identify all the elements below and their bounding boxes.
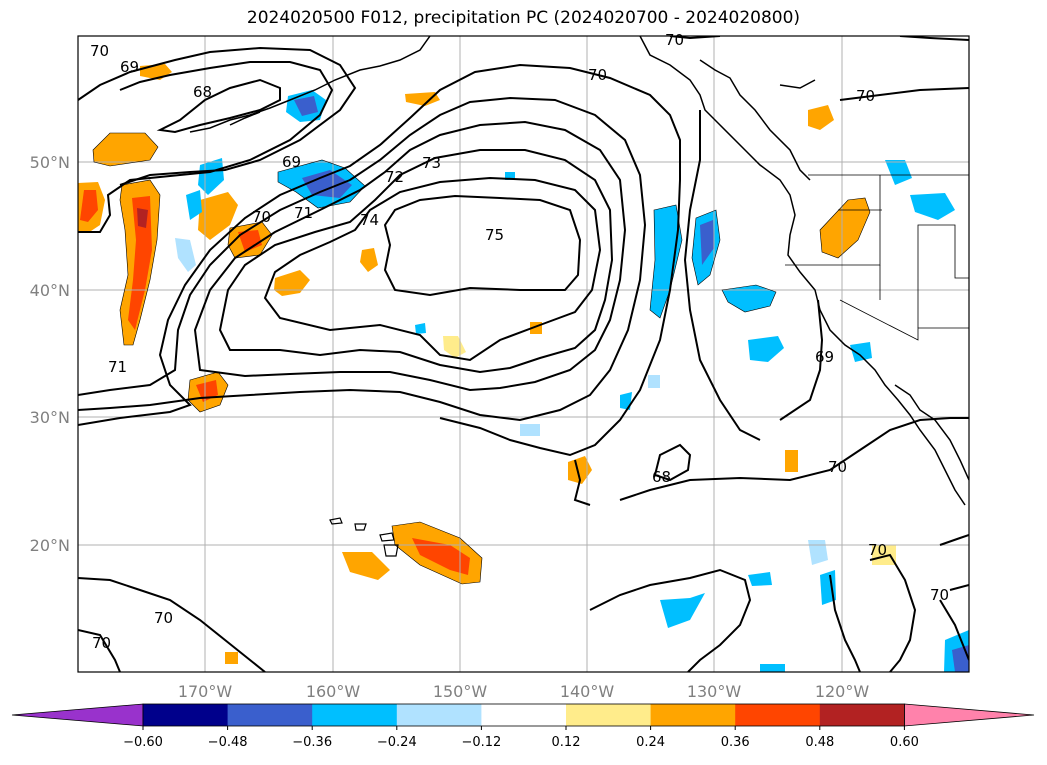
lon-label: 130°W: [687, 682, 742, 701]
negative-patch: [520, 424, 540, 436]
positive-patch: [872, 545, 896, 565]
negative-patch: [722, 285, 776, 312]
map-frame-background: [78, 36, 969, 672]
contour-label: 71: [108, 358, 127, 376]
lat-label: 50°N: [30, 153, 70, 172]
negative-patch: [885, 160, 912, 185]
positive-patch: [808, 105, 834, 130]
colorbar-segment: [227, 704, 313, 726]
longitude-labels: 170°W 160°W 150°W 140°W 130°W 120°W: [178, 682, 870, 701]
colorbar-tick-label: −0.24: [377, 735, 417, 750]
latitude-labels: 50°N 40°N 30°N 20°N: [30, 153, 70, 555]
contour-lines: [78, 36, 969, 672]
positive-patch: [360, 248, 378, 272]
negative-patch: [648, 375, 660, 388]
colorbar-extend-high: [904, 703, 1035, 727]
lat-label: 40°N: [30, 281, 70, 300]
negative-patch: [620, 392, 632, 410]
contour-label: 68: [193, 83, 212, 101]
negative-patch: [748, 572, 772, 586]
positive-patch: [405, 92, 440, 106]
negative-patch: [186, 190, 202, 220]
positive-patch: [225, 652, 238, 664]
negative-patch: [850, 342, 872, 362]
contour-label: 70: [90, 42, 109, 60]
lat-label: 30°N: [30, 408, 70, 427]
contour-label: 74: [360, 211, 379, 229]
contour-label: 73: [422, 154, 441, 172]
colorbar-segment: [481, 704, 567, 726]
contour-label: 70: [856, 87, 875, 105]
colorbar-segment: [650, 704, 736, 726]
positive-patch: [412, 538, 470, 575]
colorbar-tick-label: 0.60: [890, 735, 919, 750]
positive-patch: [568, 456, 592, 484]
contour-label: 70: [828, 458, 847, 476]
lon-label: 120°W: [815, 682, 870, 701]
negative-patch: [175, 238, 196, 272]
positive-patch: [128, 196, 152, 330]
negative-patch: [748, 336, 784, 362]
contour-label: 69: [282, 153, 301, 171]
positive-patch: [238, 230, 262, 252]
contour-label: 69: [120, 58, 139, 76]
negative-patch: [820, 570, 836, 605]
colorbar-segment: [312, 704, 398, 726]
colorbar-tick-label: −0.48: [208, 735, 248, 750]
colorbar-tick-label: 0.48: [805, 735, 834, 750]
contour-label: 72: [385, 168, 404, 186]
negative-patch: [700, 220, 714, 265]
positive-patch: [80, 190, 98, 222]
colorbar-segment: [819, 704, 905, 726]
colorbar-segment: [566, 704, 652, 726]
positive-patch: [198, 192, 238, 240]
negative-patch: [415, 323, 426, 334]
lon-label: 150°W: [433, 682, 488, 701]
contour-label: 70: [154, 609, 173, 627]
contour-label: 70: [930, 586, 949, 604]
positive-patch: [137, 208, 148, 228]
colorbar-tick-label: 0.12: [552, 735, 581, 750]
contour-label: 68: [652, 468, 671, 486]
colorbar-ticks: −0.60 −0.48 −0.36 −0.24 −0.12 0.12 0.24 0.36 0.4…: [123, 726, 919, 750]
colorbar-segment: [735, 704, 821, 726]
contour-label: 71: [294, 204, 313, 222]
lon-label: 160°W: [306, 682, 361, 701]
colorbar-extend-low: [11, 703, 144, 727]
negative-patch: [660, 593, 705, 628]
contour-labels: 70 69 68 69 70 71 72 73 74 75 70 70 68 7…: [90, 31, 949, 652]
positive-patch: [93, 133, 158, 166]
colorbar-segment: [143, 704, 229, 726]
contour-label: 75: [485, 226, 504, 244]
lat-label: 20°N: [30, 536, 70, 555]
colorbar-tick-label: 0.24: [636, 735, 665, 750]
colorbar-tick-label: −0.12: [461, 735, 501, 750]
lon-label: 140°W: [560, 682, 615, 701]
colorbar-tick-label: −0.36: [292, 735, 332, 750]
colorbar-tick-label: 0.36: [721, 735, 750, 750]
contour-label: 70: [92, 634, 111, 652]
positive-patch: [820, 198, 870, 258]
colorbar-tick-label: −0.60: [123, 735, 163, 750]
map-frame: [77, 35, 970, 673]
contour-label: 70: [252, 208, 271, 226]
positive-patch: [342, 552, 390, 580]
negative-patch: [302, 170, 352, 198]
contour-label: 69: [815, 348, 834, 366]
colorbar-segment: [396, 704, 482, 726]
negative-patch: [808, 540, 828, 565]
positive-patch: [785, 450, 798, 472]
political-borders: [785, 174, 969, 341]
colorbar-outline: [142, 703, 905, 727]
contour-label: 70: [868, 541, 887, 559]
lon-label: 170°W: [178, 682, 233, 701]
colorbar: [11, 703, 1035, 727]
negative-patch: [760, 664, 785, 672]
contour-label: 70: [665, 31, 684, 49]
negative-patch: [294, 96, 318, 116]
contour-label: 70: [588, 66, 607, 84]
map-title: 2024020500 F012, precipitation PC (20240…: [246, 8, 801, 28]
negative-patch: [910, 193, 955, 220]
